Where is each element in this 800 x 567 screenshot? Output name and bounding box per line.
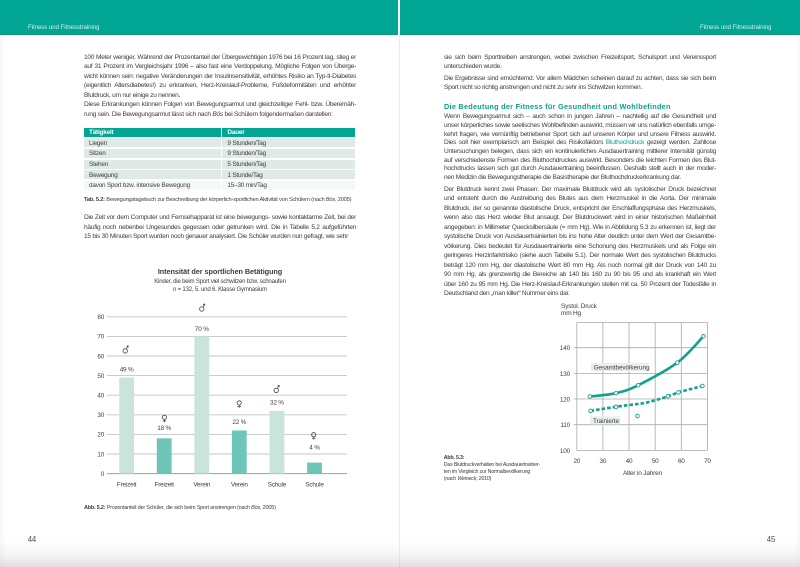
svg-text:4 %: 4 %	[309, 445, 320, 452]
svg-text:70 %: 70 %	[195, 326, 209, 333]
svg-text:Freizeit: Freizeit	[117, 481, 137, 488]
svg-text:60: 60	[97, 353, 104, 360]
svg-text:Trainierte: Trainierte	[593, 418, 619, 425]
svg-text:40: 40	[97, 393, 104, 400]
svg-text:30: 30	[97, 412, 104, 419]
svg-text:Schule: Schule	[268, 481, 287, 488]
svg-text:70: 70	[97, 334, 104, 341]
svg-text:22 %: 22 %	[232, 419, 246, 426]
svg-text:50: 50	[97, 373, 104, 380]
svg-text:100: 100	[560, 448, 571, 455]
svg-text:Gesamtbevölkerung: Gesamtbevölkerung	[594, 365, 650, 372]
svg-text:Schule: Schule	[305, 481, 324, 488]
svg-text:110: 110	[560, 422, 570, 429]
svg-text:18 %: 18 %	[157, 425, 171, 432]
svg-text:40: 40	[626, 458, 633, 465]
svg-text:20: 20	[573, 458, 580, 465]
svg-text:Freizeit: Freizeit	[155, 481, 175, 488]
svg-text:20: 20	[97, 432, 104, 439]
svg-text:120: 120	[560, 396, 571, 403]
svg-text:Verein: Verein	[193, 481, 211, 488]
svg-text:80: 80	[97, 314, 104, 321]
svg-text:50: 50	[652, 458, 659, 465]
svg-text:130: 130	[560, 371, 571, 378]
svg-text:32 %: 32 %	[270, 400, 284, 407]
svg-text:0: 0	[101, 471, 105, 478]
svg-text:30: 30	[600, 458, 607, 465]
svg-text:70: 70	[704, 458, 711, 465]
svg-text:10: 10	[97, 451, 104, 458]
svg-text:60: 60	[678, 458, 685, 465]
svg-text:140: 140	[560, 345, 571, 352]
svg-text:49 %: 49 %	[120, 367, 134, 374]
svg-text:Verein: Verein	[231, 481, 249, 488]
